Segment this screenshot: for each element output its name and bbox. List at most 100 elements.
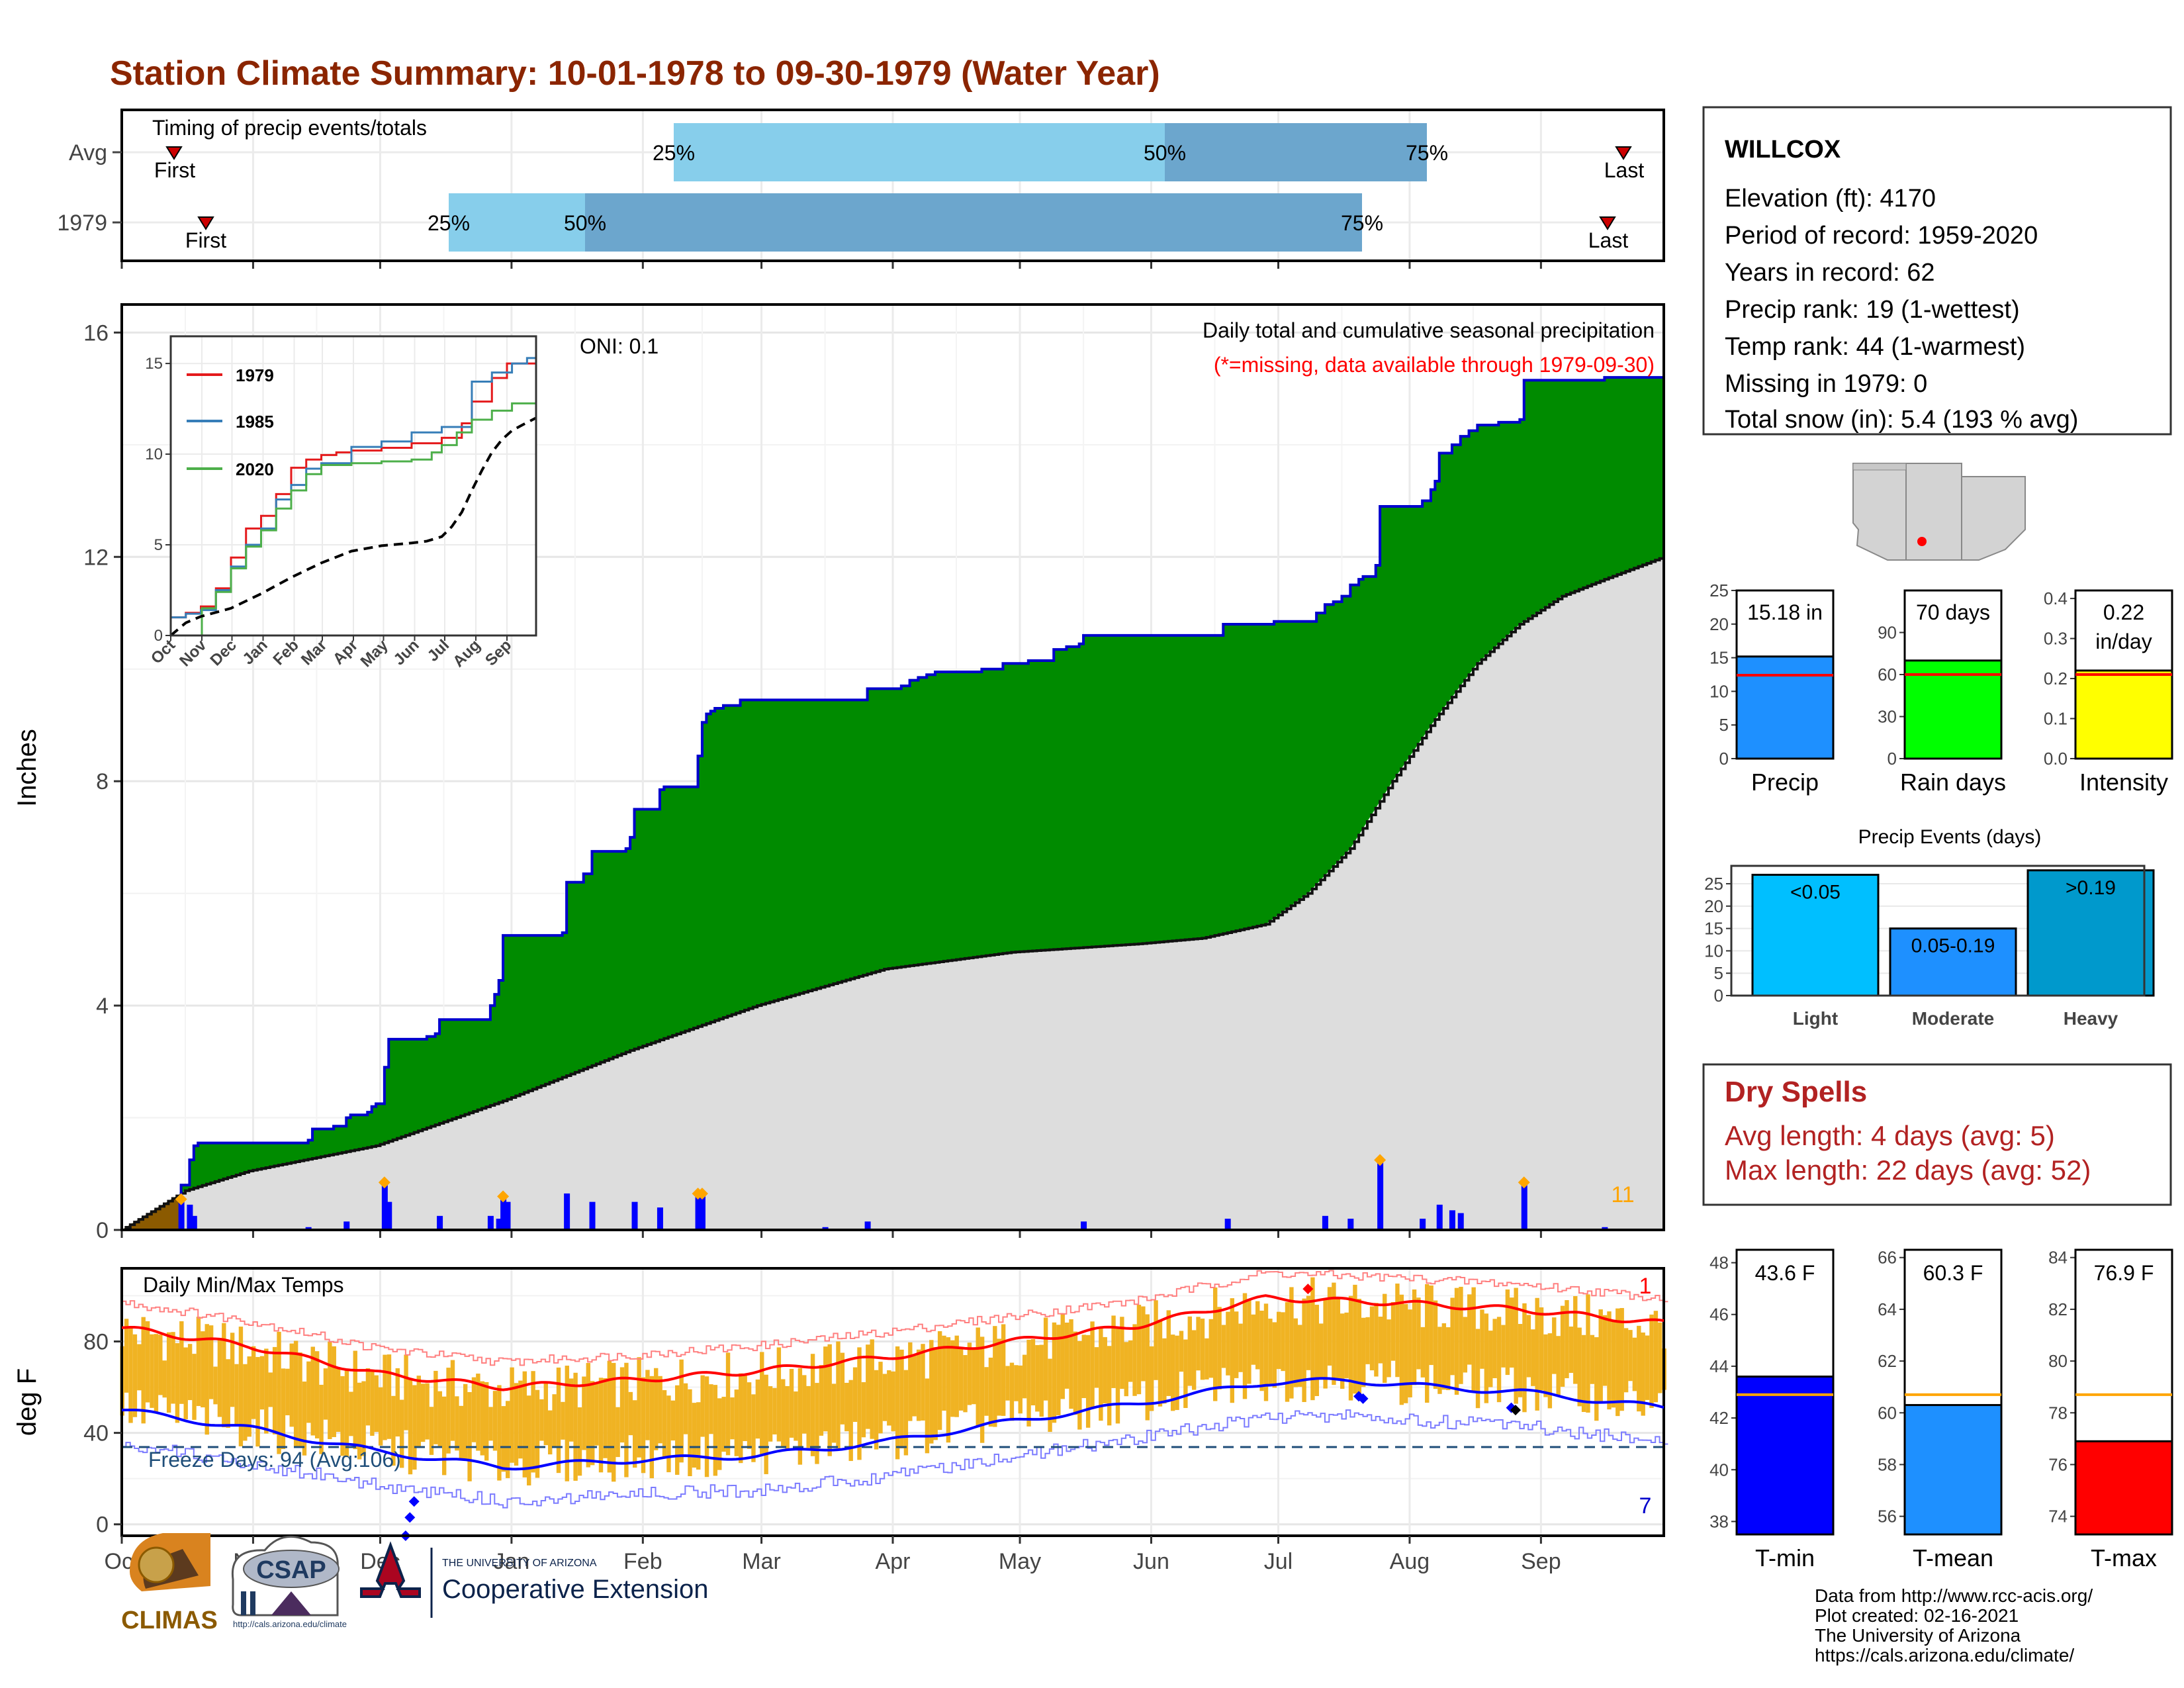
daily-temp-bar (1505, 1289, 1510, 1376)
daily-temp-bar (243, 1364, 248, 1441)
station-precip-rank: Precip rank: 19 (1-wettest) (1725, 296, 2020, 324)
daily-temp-bar (1615, 1308, 1620, 1417)
daily-temp-bar (205, 1324, 209, 1435)
daily-temp-bar (319, 1384, 324, 1454)
daily-temp-bar (764, 1374, 768, 1474)
daily-temp-bar (1247, 1299, 1251, 1384)
daily-temp-bar (628, 1391, 633, 1436)
daily-precip-bar (1602, 1227, 1608, 1230)
summary-y-tick-label: 5 (1719, 715, 1729, 735)
daily-temp-bar (887, 1370, 891, 1426)
daily-temp-bar (569, 1378, 574, 1442)
daily-temp-bar (645, 1370, 650, 1440)
summary-value-label: 0.22 (2103, 600, 2144, 624)
daily-temp-bar (899, 1349, 904, 1448)
daily-temp-bar (709, 1384, 713, 1434)
daily-temp-bar (217, 1338, 222, 1417)
daily-temp-bar (501, 1406, 506, 1472)
daily-temp-bar (1183, 1339, 1188, 1409)
daily-temp-bar (704, 1376, 709, 1477)
daily-temp-bar (819, 1365, 824, 1436)
daily-temp-bar (1450, 1297, 1455, 1376)
daily-temp-bar (1124, 1342, 1128, 1397)
daily-temp-bar (734, 1389, 739, 1456)
daily-temp-bar (743, 1375, 747, 1442)
daily-temp-bar (810, 1354, 815, 1456)
daily-temp-bar (785, 1385, 790, 1450)
daily-temp-bar (1395, 1284, 1400, 1378)
daily-temp-bar (310, 1346, 315, 1436)
daily-temp-bar (514, 1383, 519, 1466)
daily-temp-bar (1586, 1294, 1590, 1413)
daily-temp-bar (1018, 1365, 1023, 1414)
event-bar (1751, 874, 1880, 997)
temp-summary-charts: 38 40 42 44 46 48 43.6 F T-min 56 58 60 62 64 66 60.3 … (1709, 1248, 2173, 1571)
daily-temp-bar (323, 1368, 328, 1420)
timing-bar-1979-late (585, 193, 1362, 252)
daily-temp-bar (1154, 1300, 1158, 1380)
daily-temp-bar (222, 1323, 226, 1428)
daily-temp-bar (510, 1367, 514, 1463)
timing-first-avg: First (154, 158, 195, 182)
daily-temp-bar (1212, 1287, 1218, 1401)
daily-temp-bar (1069, 1319, 1073, 1409)
daily-temp-bar (730, 1397, 735, 1440)
daily-temp-bar (1365, 1317, 1370, 1364)
daily-temp-bar (1518, 1324, 1523, 1397)
daily-temp-bar (277, 1331, 281, 1454)
daily-temp-bar (1420, 1327, 1426, 1378)
daily-temp-bar (416, 1376, 421, 1447)
summary-y-tick-label: 0.4 (2044, 588, 2068, 608)
daily-temp-bar (378, 1387, 383, 1446)
daily-temp-bar (1022, 1354, 1027, 1399)
daily-temp-bar (128, 1328, 133, 1423)
daily-temp-bar (1128, 1340, 1133, 1382)
arizona-shape (1852, 463, 1907, 561)
average-cumulative-area (122, 557, 1664, 1230)
month-tick-label: Apr (876, 1549, 911, 1574)
temp-summary-y-tick-label: 58 (1878, 1454, 1897, 1474)
daily-temp-bar (446, 1368, 451, 1454)
daily-temp-bar (797, 1368, 803, 1465)
daily-temp-bar (633, 1400, 637, 1468)
daily-temp-bar (725, 1352, 731, 1456)
daily-temp-bar (590, 1381, 595, 1466)
daily-temp-bar (1145, 1314, 1150, 1421)
daily-temp-bar (972, 1348, 976, 1405)
daily-temp-bar (1272, 1322, 1277, 1388)
summary-y-tick-label: 0 (1719, 749, 1729, 769)
timing-first-1979: First (185, 228, 226, 252)
daily-temp-bar (603, 1378, 608, 1458)
summary-y-tick-label: 10 (1709, 681, 1729, 701)
daily-temp-bar (1323, 1299, 1328, 1389)
daily-temp-bar (954, 1335, 959, 1417)
summary-category-label: Rain days (1900, 769, 2006, 796)
daily-temp-bar (683, 1383, 688, 1434)
daily-precip-bar (437, 1215, 443, 1230)
record-low-count: 7 (1639, 1493, 1652, 1519)
timing-p50-avg: 50% (1144, 141, 1186, 165)
daily-temp-bar (408, 1378, 413, 1475)
temp-y-tick-label: 80 (83, 1329, 109, 1354)
daily-temp-bar (238, 1327, 244, 1446)
daily-temp-bar (1641, 1332, 1645, 1416)
daily-temp-bar (1471, 1287, 1476, 1392)
daily-precip-bar (1436, 1204, 1443, 1230)
daily-temp-bar (827, 1344, 832, 1456)
events-y-tick-label: 25 (1704, 874, 1723, 894)
month-tick-label: Jan (493, 1549, 529, 1574)
daily-temp-bar (497, 1385, 502, 1481)
new-mexico-shape (1905, 463, 1962, 561)
station-years: Years in record: 62 (1725, 259, 1935, 287)
excess-precip-area (122, 377, 1664, 1230)
daily-temp-bar (1594, 1337, 1599, 1421)
station-missing: Missing in 1979: 0 (1725, 370, 1927, 398)
timing-row-avg-label: Avg (69, 140, 107, 165)
month-tick-label: May (999, 1549, 1041, 1574)
daily-temp-bar (1547, 1333, 1553, 1409)
temp-summary-y-tick-label: 38 (1709, 1511, 1729, 1531)
daily-temp-bar (747, 1382, 752, 1449)
daily-temp-bar (1039, 1344, 1044, 1417)
daily-temp-bar (1361, 1317, 1366, 1387)
daily-temp-bar (903, 1370, 909, 1456)
